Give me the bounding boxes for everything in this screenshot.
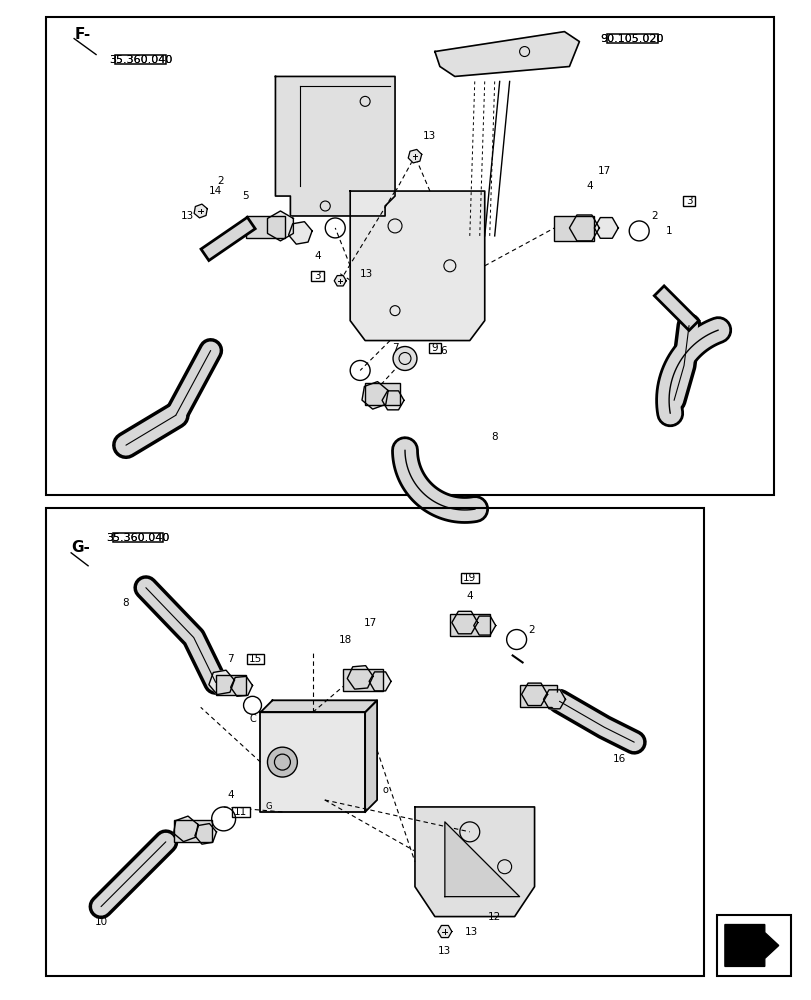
Text: G: G xyxy=(265,802,272,811)
Text: 3: 3 xyxy=(314,271,320,281)
Text: 11: 11 xyxy=(234,807,247,817)
Polygon shape xyxy=(267,211,293,241)
Text: 16: 16 xyxy=(611,754,625,764)
Bar xyxy=(113,533,163,542)
Polygon shape xyxy=(208,670,234,695)
Text: 8: 8 xyxy=(122,598,129,608)
Bar xyxy=(46,17,773,495)
Text: 4: 4 xyxy=(586,181,592,191)
Text: 19: 19 xyxy=(462,573,476,583)
Polygon shape xyxy=(382,391,404,410)
Text: 4: 4 xyxy=(227,790,234,800)
Text: 5: 5 xyxy=(242,191,248,201)
Polygon shape xyxy=(260,700,376,712)
Bar xyxy=(46,508,703,976)
Text: o: o xyxy=(382,785,388,795)
Text: 35.360.040: 35.360.040 xyxy=(106,533,169,543)
Bar xyxy=(245,216,285,238)
Polygon shape xyxy=(414,807,534,917)
Text: 13: 13 xyxy=(360,269,373,279)
Polygon shape xyxy=(408,149,421,163)
Text: 9: 9 xyxy=(431,343,438,353)
Text: 2: 2 xyxy=(217,176,224,186)
Bar xyxy=(716,915,790,976)
Text: G-: G- xyxy=(71,540,90,555)
Polygon shape xyxy=(260,712,365,812)
Text: 17: 17 xyxy=(363,618,376,628)
Bar xyxy=(231,807,249,817)
Text: 1: 1 xyxy=(665,226,672,236)
Text: 2: 2 xyxy=(650,211,657,221)
Bar xyxy=(247,654,264,664)
Polygon shape xyxy=(347,666,372,689)
Text: 12: 12 xyxy=(487,912,500,922)
Bar xyxy=(428,343,440,353)
Polygon shape xyxy=(365,700,376,812)
Text: 8: 8 xyxy=(491,432,497,442)
Text: 13: 13 xyxy=(464,927,478,937)
Polygon shape xyxy=(350,191,484,341)
Bar xyxy=(519,685,557,707)
Bar xyxy=(365,383,400,405)
Polygon shape xyxy=(194,204,207,218)
Bar xyxy=(216,675,245,695)
Polygon shape xyxy=(230,676,252,696)
Text: 90.105.020: 90.105.020 xyxy=(599,34,663,44)
Text: 7: 7 xyxy=(391,343,398,353)
Text: 13: 13 xyxy=(423,131,436,141)
Circle shape xyxy=(267,747,297,777)
Bar xyxy=(554,216,594,241)
Polygon shape xyxy=(362,382,388,409)
Bar xyxy=(682,196,694,206)
Text: 35.360.040: 35.360.040 xyxy=(109,55,173,65)
Bar xyxy=(606,34,657,43)
Polygon shape xyxy=(174,816,198,842)
Text: 14: 14 xyxy=(208,186,221,196)
Text: 90.105.020: 90.105.020 xyxy=(599,34,663,44)
Text: 15: 15 xyxy=(249,654,262,664)
Bar xyxy=(449,614,489,636)
Bar xyxy=(115,55,166,64)
Polygon shape xyxy=(437,925,451,938)
Polygon shape xyxy=(473,616,495,635)
Polygon shape xyxy=(724,925,778,966)
Text: 35.360.040: 35.360.040 xyxy=(109,55,173,65)
Text: 4: 4 xyxy=(466,591,473,601)
Polygon shape xyxy=(435,32,579,76)
Polygon shape xyxy=(451,611,477,634)
Polygon shape xyxy=(288,222,311,244)
Text: 35.360.040: 35.360.040 xyxy=(106,533,169,543)
Text: 4: 4 xyxy=(314,251,320,261)
Bar xyxy=(174,820,212,842)
Text: 18: 18 xyxy=(338,635,351,645)
Polygon shape xyxy=(543,690,564,709)
Text: 17: 17 xyxy=(597,166,610,176)
Polygon shape xyxy=(569,215,599,241)
Polygon shape xyxy=(195,824,217,844)
Text: 13: 13 xyxy=(180,211,194,221)
Text: 7: 7 xyxy=(227,654,234,664)
Text: 13: 13 xyxy=(438,946,451,956)
Bar xyxy=(461,573,478,583)
Polygon shape xyxy=(521,683,547,706)
Polygon shape xyxy=(444,822,519,897)
Polygon shape xyxy=(275,76,394,216)
Text: 3: 3 xyxy=(684,196,692,206)
Polygon shape xyxy=(594,218,617,238)
Text: 6: 6 xyxy=(440,346,446,356)
Polygon shape xyxy=(369,672,391,691)
Polygon shape xyxy=(334,276,345,286)
Text: F-: F- xyxy=(74,27,90,42)
Text: 2: 2 xyxy=(528,625,534,635)
Bar xyxy=(311,271,323,281)
Text: C: C xyxy=(249,714,255,724)
Bar xyxy=(343,669,383,691)
Circle shape xyxy=(393,347,417,370)
Text: 10: 10 xyxy=(94,917,108,927)
